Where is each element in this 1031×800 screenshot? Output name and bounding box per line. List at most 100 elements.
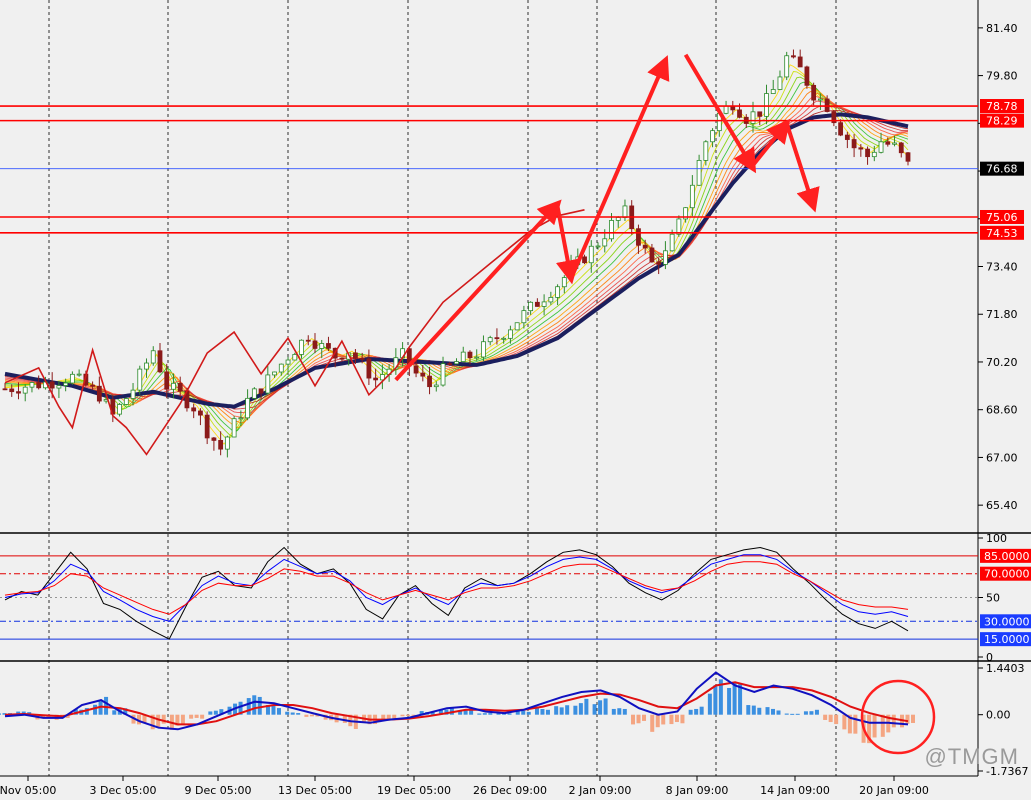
macd-bar-negative bbox=[175, 714, 180, 726]
candle-bear bbox=[420, 372, 426, 377]
macd-bar-positive bbox=[592, 704, 597, 715]
highlight-circle bbox=[860, 679, 936, 755]
macd-bar-positive bbox=[438, 709, 443, 715]
macd-bar-positive bbox=[252, 695, 257, 715]
candle-bull bbox=[123, 398, 129, 405]
candle-bull bbox=[63, 382, 69, 386]
candle-bull bbox=[487, 337, 493, 343]
macd-bar-negative bbox=[853, 714, 858, 734]
macd-bar-positive bbox=[219, 709, 224, 715]
macd-bar-positive bbox=[463, 710, 468, 715]
macd-bar-positive bbox=[803, 711, 808, 715]
candle-bear bbox=[326, 343, 331, 349]
price-tag-label: 74.53 bbox=[986, 227, 1018, 240]
osc-level-label: 85.0000 bbox=[984, 550, 1030, 563]
macd-bar-positive bbox=[123, 708, 128, 715]
candle-bear bbox=[373, 377, 379, 381]
price-tag-label: 75.06 bbox=[986, 211, 1018, 224]
trend-arrow bbox=[683, 53, 757, 174]
candle-bull bbox=[454, 361, 459, 365]
macd-bar-positive bbox=[559, 707, 564, 715]
candle-bear bbox=[831, 111, 837, 124]
candle-bull bbox=[548, 296, 554, 303]
candle-bear bbox=[177, 382, 183, 392]
macd-bar-positive bbox=[809, 711, 814, 715]
candle-bear bbox=[838, 122, 844, 136]
macd-bar-positive bbox=[707, 693, 712, 715]
y-tick-label: 0 bbox=[986, 651, 993, 664]
candle-bear bbox=[204, 414, 210, 439]
macd-bar-negative bbox=[411, 714, 416, 716]
macd-bar-negative bbox=[842, 714, 847, 730]
x-tick-label: 2 Jan 09:00 bbox=[569, 784, 632, 797]
zigzag-line bbox=[4, 209, 585, 456]
candle-bull bbox=[69, 373, 75, 384]
macd-bar-positive bbox=[732, 682, 737, 715]
macd-bar-negative bbox=[642, 714, 647, 721]
candle-bear bbox=[447, 363, 453, 365]
macd-bar-negative bbox=[40, 714, 45, 719]
macd-bar-negative bbox=[405, 714, 410, 716]
candle-bear bbox=[157, 350, 163, 373]
macd-bar-negative bbox=[872, 714, 877, 738]
osc-level-label: 15.0000 bbox=[984, 633, 1030, 646]
x-tick-label: 20 Jan 09:00 bbox=[859, 784, 929, 797]
macd-bar-negative bbox=[381, 714, 386, 720]
candle-bear bbox=[305, 339, 311, 342]
macd-bar-positive bbox=[757, 707, 762, 715]
x-tick-label: 13 Dec 05:00 bbox=[278, 784, 352, 797]
macd-bar-negative bbox=[631, 714, 636, 725]
candle-bull bbox=[683, 207, 689, 220]
macd-bar-negative bbox=[680, 714, 685, 724]
macd-bar-negative bbox=[392, 714, 397, 719]
macd-bar-negative bbox=[867, 714, 872, 744]
candle-bear bbox=[757, 111, 763, 117]
macd-bar-negative bbox=[136, 714, 141, 725]
macd-bar-positive bbox=[104, 696, 109, 715]
macd-bar-negative bbox=[156, 714, 161, 728]
candle-bear bbox=[96, 385, 102, 402]
macd-bar-positive bbox=[746, 705, 751, 715]
x-tick-label: Nov 05:00 bbox=[0, 784, 56, 797]
candle-bull bbox=[750, 111, 756, 124]
oscillator-line bbox=[4, 554, 909, 622]
macd-bar-positive bbox=[545, 709, 550, 715]
macd-bar-negative bbox=[142, 714, 147, 723]
macd-bar-negative bbox=[823, 714, 828, 720]
macd-bar-negative bbox=[655, 714, 660, 728]
macd-bar-positive bbox=[276, 708, 281, 715]
candle-bear bbox=[642, 244, 648, 249]
trend-arrow bbox=[751, 118, 791, 167]
price-tag bbox=[980, 225, 1024, 240]
macd-bar-negative bbox=[905, 714, 910, 724]
macd-bar-negative bbox=[661, 714, 666, 725]
macd-bar-positive bbox=[776, 710, 781, 715]
macd-bar-positive bbox=[213, 710, 218, 715]
candle-bull bbox=[238, 417, 244, 420]
candle-bull bbox=[433, 384, 439, 388]
candle-bull bbox=[528, 301, 534, 312]
macd-bar-positive bbox=[271, 705, 276, 715]
x-tick-label: 9 Dec 05:00 bbox=[185, 784, 252, 797]
candle-bear bbox=[636, 228, 641, 246]
candle-bull bbox=[508, 329, 513, 339]
candle-bull bbox=[76, 373, 82, 376]
macd-bar-positive bbox=[290, 712, 295, 715]
candle-bull bbox=[615, 217, 621, 221]
candle-bull bbox=[231, 418, 237, 438]
macd-bar-positive bbox=[16, 711, 21, 715]
macd-bar-positive bbox=[573, 705, 578, 715]
macd-bar-positive bbox=[458, 711, 463, 715]
macd-bar-negative bbox=[891, 714, 896, 728]
macd-bar-positive bbox=[482, 713, 487, 715]
macd-bar-positive bbox=[694, 708, 699, 715]
candle-bear bbox=[16, 391, 21, 394]
candle-bull bbox=[319, 343, 325, 349]
oscillator-line bbox=[4, 546, 909, 640]
macd-bar-positive bbox=[73, 709, 78, 715]
macd-bar-positive bbox=[688, 709, 693, 715]
macd-bar-negative bbox=[189, 714, 194, 719]
candle-bear bbox=[791, 55, 796, 58]
